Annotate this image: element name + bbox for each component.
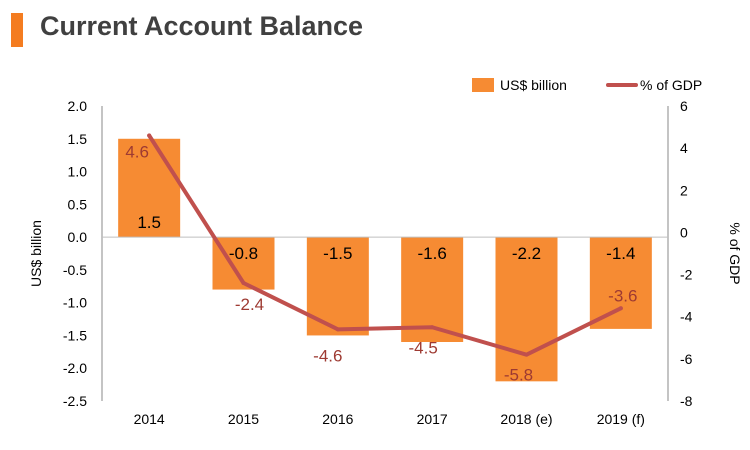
legend-swatch-bars bbox=[472, 78, 494, 92]
bar-value-label: -2.2 bbox=[512, 244, 541, 263]
gdp-point-2016 bbox=[335, 327, 340, 332]
bar-value-label: -1.4 bbox=[606, 244, 635, 263]
right-tick-label: 0 bbox=[680, 224, 688, 240]
line-series bbox=[147, 133, 623, 357]
legend: US$ billion % of GDP bbox=[472, 77, 702, 93]
gdp-point-2018 (e) bbox=[524, 352, 529, 357]
gdp-point-2017 bbox=[430, 325, 435, 330]
line-value-label: -4.6 bbox=[313, 346, 342, 365]
data-labels: 1.5 -0.8 -1.5 -1.6 -2.2 -1.4 4.6 -2.4 -4.6 -4.5 -5… bbox=[125, 143, 637, 385]
y2-axis-title: % of GDP bbox=[727, 222, 743, 284]
x-tick-label: 2017 bbox=[417, 411, 448, 427]
bar-value-label: -1.5 bbox=[323, 244, 352, 263]
left-tick-label: -2.5 bbox=[63, 393, 87, 409]
bar-2017 bbox=[401, 237, 464, 342]
bar-series bbox=[118, 138, 652, 382]
gdp-point-2014 bbox=[147, 133, 152, 138]
x-tick-label: 2018 (e) bbox=[500, 411, 552, 427]
right-tick-label: 2 bbox=[680, 182, 688, 198]
x-tick-label: 2014 bbox=[134, 411, 165, 427]
bar-2018 (e) bbox=[495, 237, 558, 382]
axes: 2.0 1.5 1.0 0.5 0.0 -0.5 -1.0 -1.5 -2.0 -2.5 6 4 2 0 -… bbox=[28, 98, 743, 427]
right-tick-label: -6 bbox=[680, 351, 693, 367]
legend-label-bars: US$ billion bbox=[500, 77, 567, 93]
left-tick-label: -1.5 bbox=[63, 327, 87, 343]
left-tick-label: 2.0 bbox=[68, 98, 88, 114]
line-value-label: 4.6 bbox=[125, 143, 149, 162]
bar-value-label: 1.5 bbox=[137, 213, 161, 232]
left-tick-label: 1.5 bbox=[68, 131, 88, 147]
gdp-point-2019 (f) bbox=[618, 306, 623, 311]
right-tick-label: -4 bbox=[680, 309, 693, 325]
line-value-label: -2.4 bbox=[235, 295, 264, 314]
right-tick-label: 4 bbox=[680, 140, 688, 156]
gdp-point-2015 bbox=[241, 281, 246, 285]
left-tick-label: -0.5 bbox=[63, 262, 87, 278]
x-tick-label: 2015 bbox=[228, 411, 259, 427]
left-tick-label: 1.0 bbox=[68, 164, 88, 180]
legend-label-line: % of GDP bbox=[640, 77, 702, 93]
title-accent-bar bbox=[11, 13, 23, 47]
y-axis-title: US$ billion bbox=[28, 220, 44, 287]
bar-2014 bbox=[118, 138, 181, 238]
right-tick-label: -8 bbox=[680, 393, 693, 409]
left-tick-label: -2.0 bbox=[63, 360, 87, 376]
gdp-line bbox=[147, 133, 623, 357]
line-value-label: -4.5 bbox=[409, 338, 438, 357]
left-tick-label: 0.0 bbox=[68, 229, 88, 245]
page-title: Current Account Balance bbox=[40, 11, 364, 41]
line-value-label: -5.8 bbox=[504, 366, 533, 385]
bar-value-label: -0.8 bbox=[229, 244, 258, 263]
left-tick-label: 0.5 bbox=[68, 196, 88, 212]
bar-value-label: -1.6 bbox=[418, 244, 447, 263]
x-tick-label: 2016 bbox=[322, 411, 353, 427]
left-tick-label: -1.0 bbox=[63, 295, 87, 311]
bar-2019 (f) bbox=[589, 237, 652, 329]
right-tick-label: 6 bbox=[680, 98, 688, 114]
right-tick-label: -2 bbox=[680, 267, 693, 283]
x-tick-label: 2019 (f) bbox=[597, 411, 645, 427]
line-value-label: -3.6 bbox=[608, 286, 637, 305]
